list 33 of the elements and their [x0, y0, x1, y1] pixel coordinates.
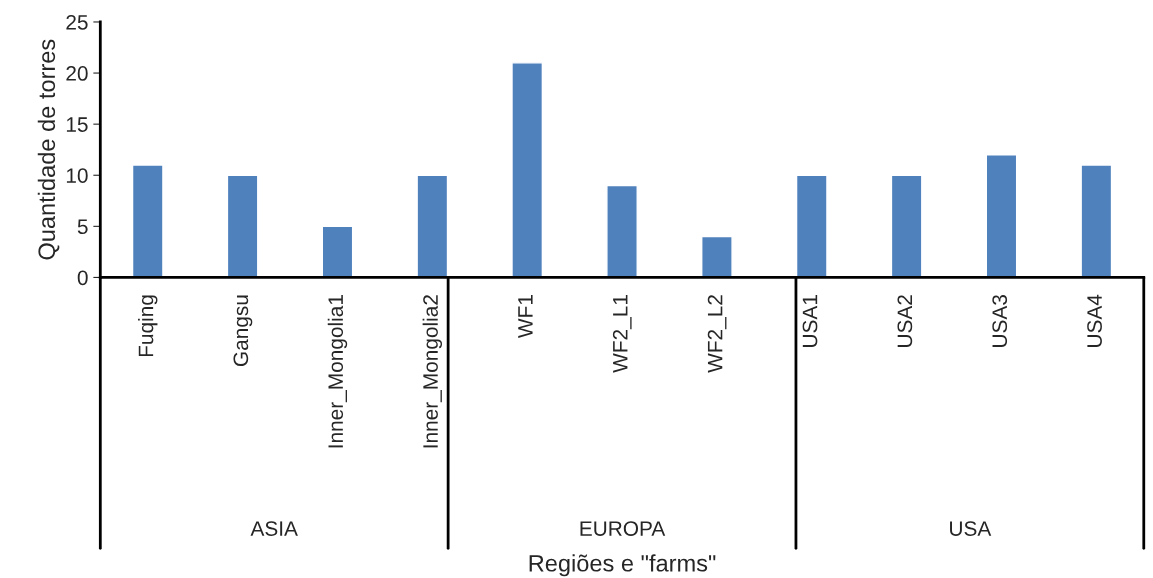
x-tick-label: WF2_L1 [612, 295, 632, 373]
bar [226, 174, 259, 278]
bar [321, 225, 354, 278]
bar [131, 164, 164, 278]
y-tick-label: 10 [66, 168, 88, 183]
y-tick-label: 25 [66, 14, 88, 30]
text: ASIA [250, 521, 298, 536]
x-tick-label: USA2 [897, 295, 913, 347]
x-tick-label: WF1 [518, 295, 533, 338]
y-tick-label: 0 [77, 270, 88, 286]
bar [1080, 164, 1113, 278]
x-tick-label: Inner_Mongolia2 [422, 295, 443, 448]
y-tick-label: 5 [77, 219, 88, 235]
bar [985, 154, 1018, 278]
y-tick-label: 20 [66, 66, 88, 81]
x-tick-label: Gangsu [233, 295, 253, 367]
bar [416, 174, 449, 278]
text: USA [950, 521, 992, 536]
y-axis-title: Quantidade de torres [37, 39, 60, 260]
bar [890, 174, 923, 278]
x-tick-label: WF2_L2 [707, 295, 727, 373]
x-tick-label: Fuqing [138, 295, 158, 357]
bar [511, 62, 544, 278]
x-axis-title: Regiões e "farms" [529, 554, 716, 577]
bar [701, 235, 733, 278]
y-tick-label: 15 [66, 117, 88, 132]
text: EUROPA [580, 521, 666, 536]
bar [795, 174, 828, 278]
x-tick-label: USA4 [1087, 294, 1102, 347]
x-tick-label: USA3 [992, 295, 1008, 347]
x-tick-label: USA1 [802, 295, 818, 347]
x-tick-label: Inner_Mongolia1 [327, 295, 348, 448]
bar [606, 184, 638, 278]
